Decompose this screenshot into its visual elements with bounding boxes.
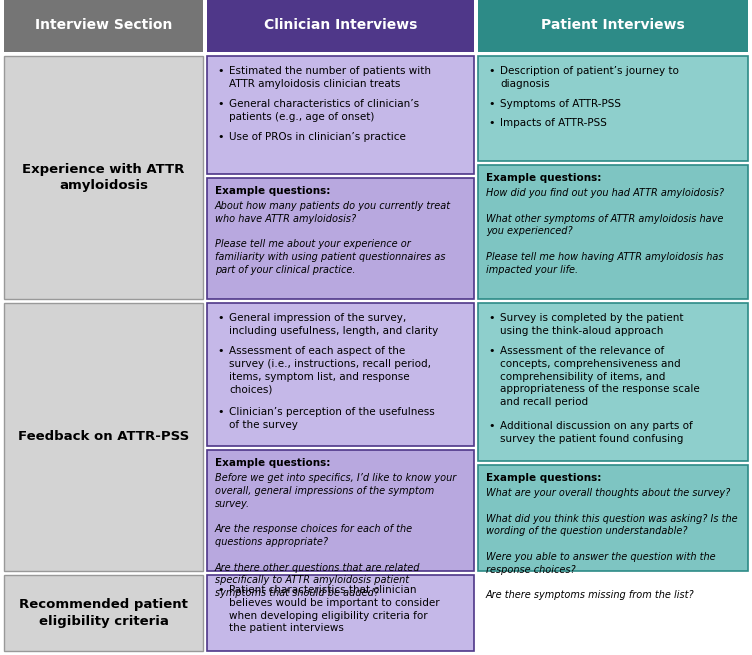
Text: •: • [217,66,223,76]
Text: Before we get into specifics, I’d like to know your
overall, general impressions: Before we get into specifics, I’d like t… [215,473,456,598]
Text: •: • [217,346,223,356]
Bar [478,465,748,571]
Text: How did you find out you had ATTR amyloidosis?

What other symptoms of ATTR amyl: How did you find out you had ATTR amyloi… [486,188,724,275]
Text: Example questions:: Example questions: [215,186,330,196]
Text: •: • [217,313,223,323]
Bar [207,303,474,446]
Text: Assessment of the relevance of
concepts, comprehensiveness and
comprehensibility: Assessment of the relevance of concepts,… [500,346,700,407]
Text: What are your overall thoughts about the survey?

What did you think this questi: What are your overall thoughts about the… [486,488,738,601]
Text: Survey is completed by the patient
using the think-aloud approach: Survey is completed by the patient using… [500,313,684,336]
Bar [478,56,748,161]
Text: •: • [488,346,495,356]
Text: Interview Section: Interview Section [35,18,172,32]
Text: Assessment of each aspect of the
survey (i.e., instructions, recall period,
item: Assessment of each aspect of the survey … [229,346,431,394]
Text: Patient Interviews: Patient Interviews [541,18,685,32]
Text: •: • [488,118,495,128]
Text: Example questions:: Example questions: [486,473,602,483]
Bar [207,575,474,651]
Bar [4,0,203,52]
Text: General impression of the survey,
including usefulness, length, and clarity: General impression of the survey, includ… [229,313,438,336]
Text: Impacts of ATTR-PSS: Impacts of ATTR-PSS [500,118,607,128]
Text: Description of patient’s journey to
diagnosis: Description of patient’s journey to diag… [500,66,679,89]
Text: Additional discussion on any parts of
survey the patient found confusing: Additional discussion on any parts of su… [500,421,693,444]
Text: Patient characteristics that clinician
believes would be important to consider
w: Patient characteristics that clinician b… [229,585,440,633]
Text: Recommended patient
eligibility criteria: Recommended patient eligibility criteria [19,598,188,627]
Bar [207,450,474,571]
Bar [207,56,474,174]
Text: •: • [217,585,223,595]
Text: •: • [488,421,495,431]
Text: •: • [217,132,223,142]
Bar [4,56,203,299]
Text: Clinician’s perception of the usefulness
of the survey: Clinician’s perception of the usefulness… [229,407,435,430]
Text: •: • [488,313,495,323]
Text: General characteristics of clinician’s
patients (e.g., age of onset): General characteristics of clinician’s p… [229,99,419,122]
Text: Feedback on ATTR-PSS: Feedback on ATTR-PSS [18,430,189,443]
Bar [478,303,748,461]
Text: Example questions:: Example questions: [215,458,330,468]
Bar [207,0,474,52]
Bar [478,0,748,52]
Bar [207,178,474,299]
Bar [478,165,748,299]
Text: Estimated the number of patients with
ATTR amyloidosis clinician treats: Estimated the number of patients with AT… [229,66,431,89]
Text: Use of PROs in clinician’s practice: Use of PROs in clinician’s practice [229,132,406,142]
Text: •: • [217,407,223,417]
Text: •: • [488,99,495,109]
Text: •: • [217,99,223,109]
Text: Symptoms of ATTR-PSS: Symptoms of ATTR-PSS [500,99,621,109]
Text: •: • [488,66,495,76]
Text: About how many patients do you currently treat
who have ATTR amyloidosis?

Pleas: About how many patients do you currently… [215,201,451,275]
Text: Experience with ATTR
amyloidosis: Experience with ATTR amyloidosis [23,162,185,193]
Bar [4,303,203,571]
Text: Clinician Interviews: Clinician Interviews [264,18,417,32]
Text: Example questions:: Example questions: [486,173,602,183]
Bar [4,575,203,651]
